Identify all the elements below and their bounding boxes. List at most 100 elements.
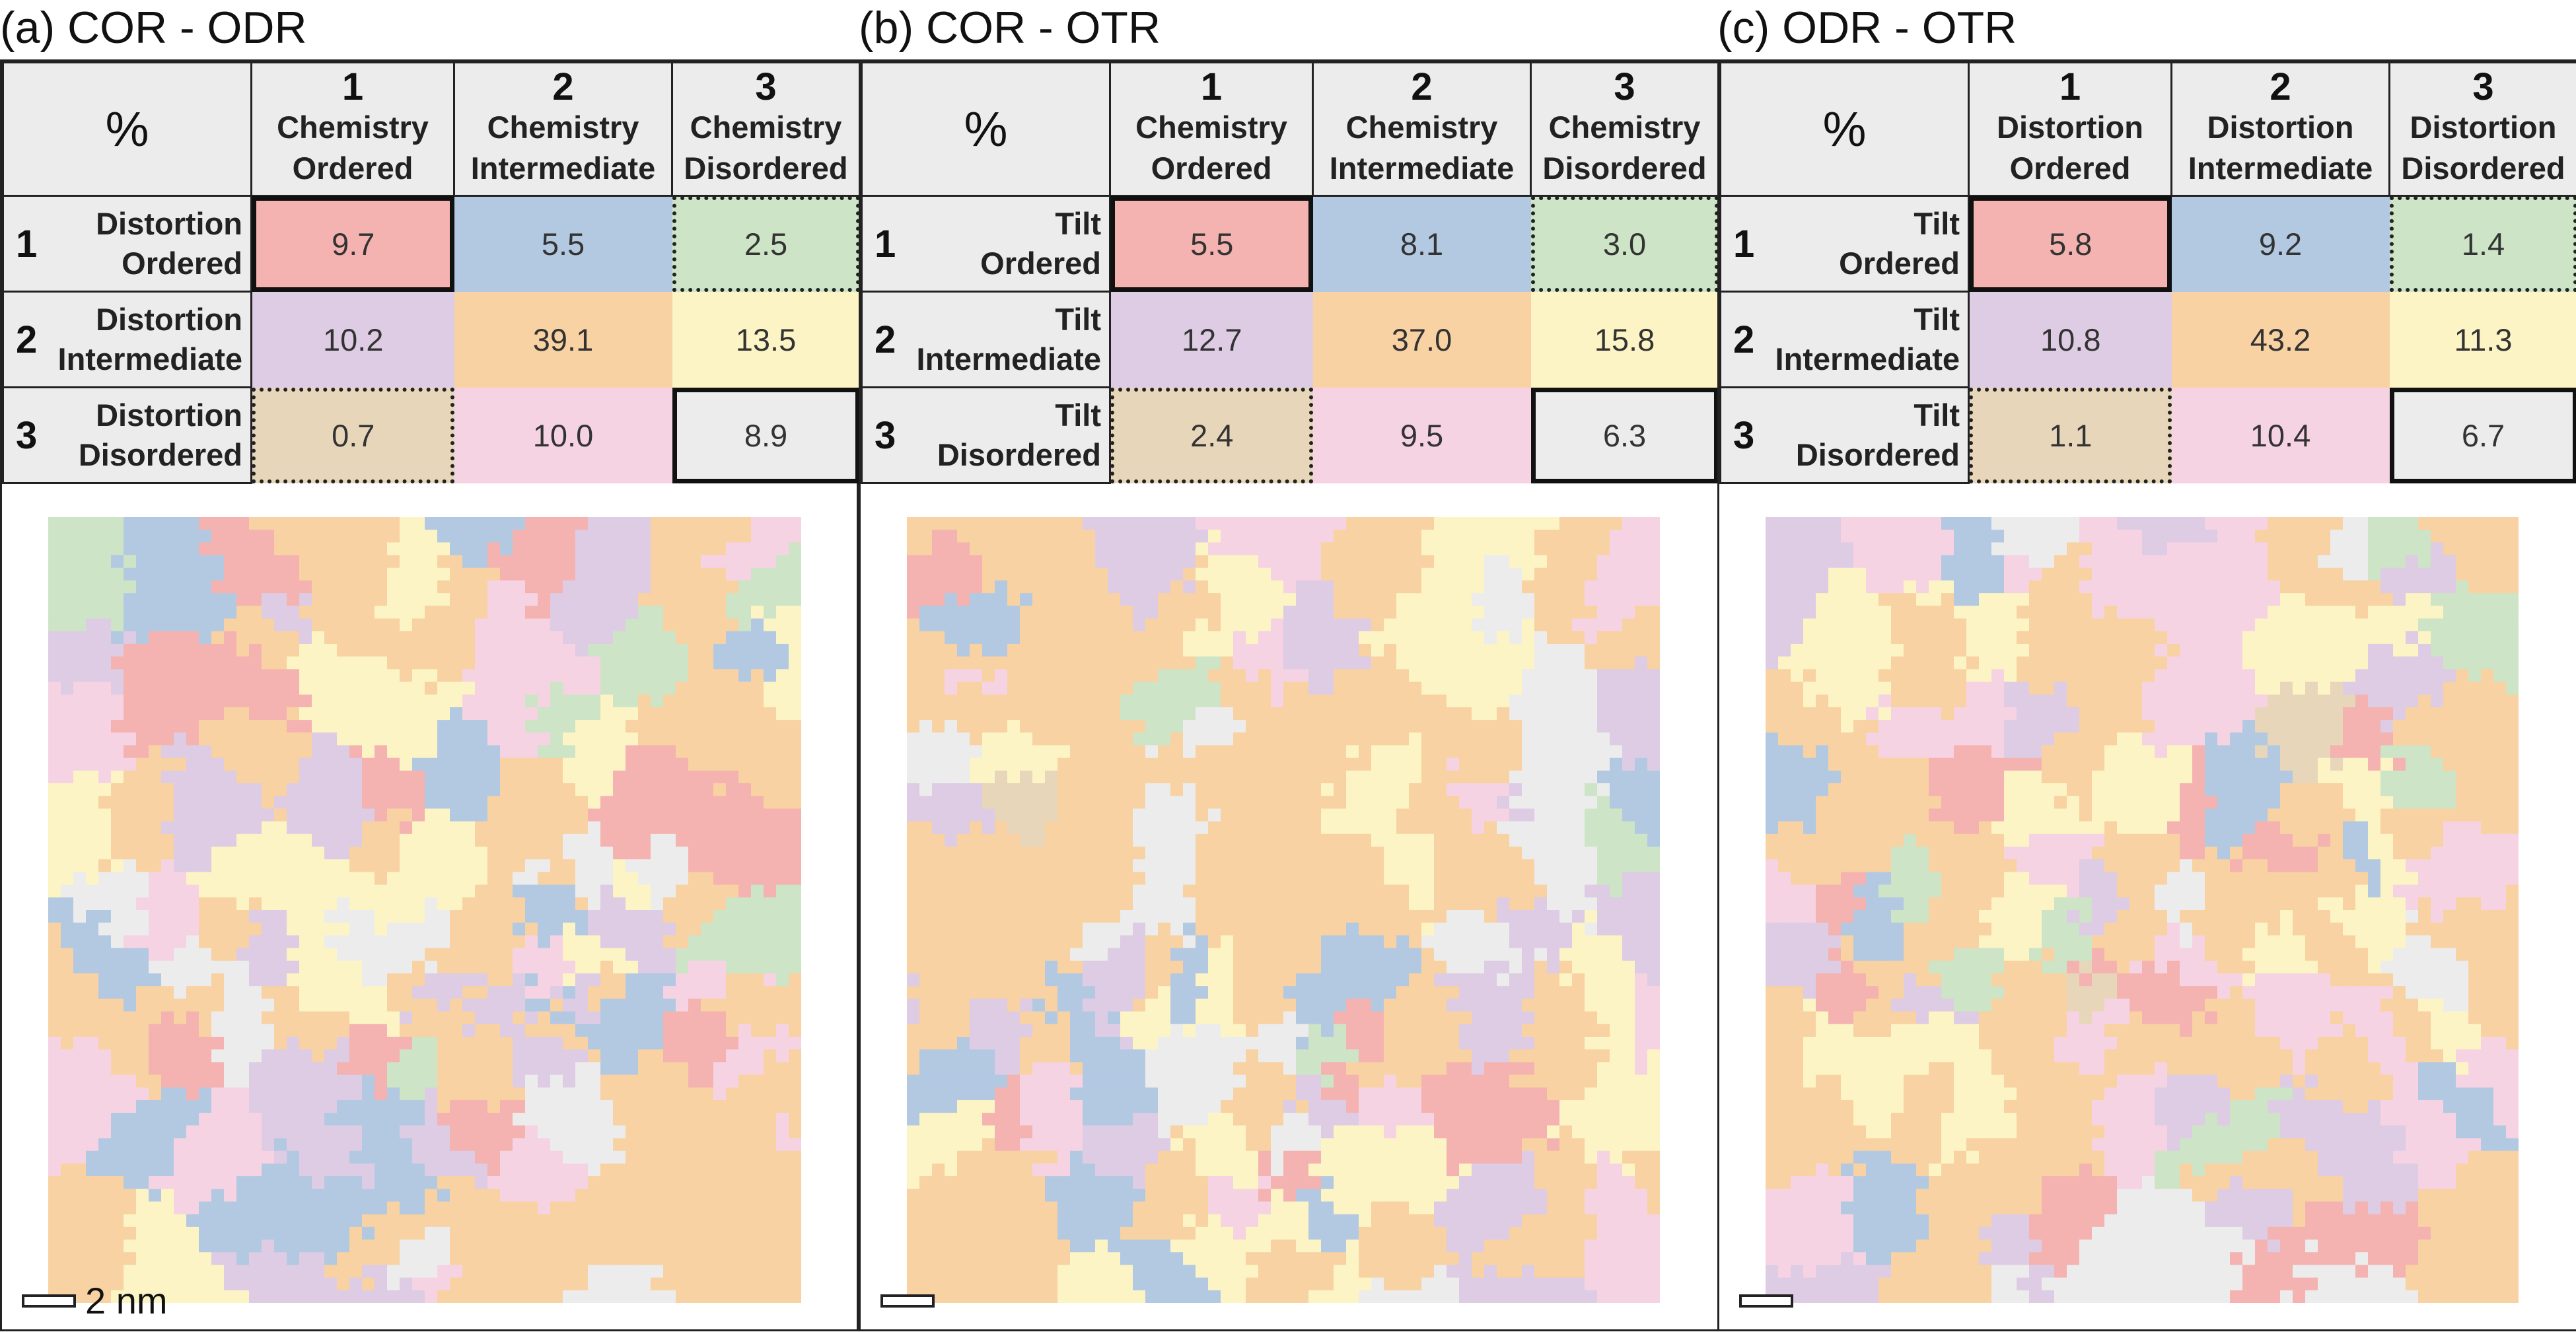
map-pixel: [487, 1138, 501, 1152]
map-pixel: [676, 1214, 689, 1228]
map-pixel: [651, 872, 664, 886]
map-pixel: [995, 517, 1008, 530]
map-pixel: [538, 656, 551, 670]
map-pixel: [688, 872, 701, 886]
map-pixel: [450, 1036, 463, 1050]
map-pixel: [550, 694, 563, 708]
map-pixel: [1120, 542, 1133, 556]
map-pixel: [600, 897, 614, 911]
map-pixel: [688, 682, 701, 695]
row-header-line2: Ordered: [980, 246, 1101, 281]
map-pixel: [1610, 542, 1623, 556]
map-pixel: [1534, 618, 1548, 632]
map-pixel: [312, 935, 325, 949]
map-pixel: [412, 1062, 425, 1076]
map-pixel: [701, 643, 714, 657]
map-pixel: [1484, 606, 1497, 619]
map-pixel: [73, 694, 87, 708]
map-pixel: [1283, 707, 1297, 720]
map-pixel: [61, 872, 74, 886]
map-pixel: [550, 732, 563, 746]
map-pixel: [400, 1226, 413, 1240]
map-pixel: [500, 1087, 513, 1101]
map-pixel: [61, 732, 74, 746]
map-pixel: [73, 973, 87, 987]
map-pixel: [726, 1074, 739, 1088]
map-pixel: [400, 643, 413, 657]
map-pixel: [61, 1100, 74, 1113]
map-pixel: [500, 948, 513, 962]
map-pixel: [1509, 694, 1522, 708]
map-pixel: [262, 606, 275, 619]
map-pixel: [412, 542, 425, 556]
map-pixel: [299, 1036, 312, 1050]
map-pixel: [1421, 580, 1435, 594]
map-pixel: [550, 1277, 563, 1291]
map-pixel: [676, 1252, 689, 1266]
map-pixel: [1283, 606, 1297, 619]
matrix-cell: 15.8: [1530, 291, 1719, 388]
map-pixel: [450, 923, 463, 936]
map-pixel: [776, 1163, 789, 1177]
map-pixel: [789, 1163, 801, 1177]
map-pixel: [274, 631, 287, 645]
map-pixel: [1610, 618, 1623, 632]
map-pixel: [1145, 593, 1159, 606]
map-pixel: [613, 821, 626, 835]
map-pixel: [437, 682, 450, 695]
map-pixel: [337, 1074, 350, 1088]
map-pixel: [387, 935, 400, 949]
map-pixel: [375, 796, 388, 810]
map-pixel: [789, 1100, 801, 1113]
map-pixel: [400, 631, 413, 645]
map-pixel: [525, 1074, 538, 1088]
map-pixel: [48, 986, 61, 999]
map-pixel: [638, 884, 651, 898]
map-pixel: [299, 606, 312, 619]
map-pixel: [186, 606, 199, 619]
map-pixel: [626, 1125, 639, 1139]
map-pixel: [1095, 757, 1108, 771]
map-pixel: [211, 555, 225, 569]
map-pixel: [186, 1062, 199, 1076]
map-pixel: [513, 796, 526, 810]
map-pixel: [98, 694, 112, 708]
map-pixel: [211, 1113, 225, 1126]
map-pixel: [249, 1189, 262, 1203]
map-pixel: [387, 530, 400, 543]
map-pixel: [186, 833, 199, 847]
map-pixel: [337, 1011, 350, 1025]
map-pixel: [312, 897, 325, 911]
map-pixel: [375, 656, 388, 670]
map-pixel: [375, 986, 388, 999]
map-pixel: [136, 986, 149, 999]
map-pixel: [475, 745, 488, 759]
map-pixel: [1497, 757, 1510, 771]
map-pixel: [1158, 631, 1171, 645]
map-pixel: [98, 1189, 112, 1203]
map-pixel: [61, 542, 74, 556]
map-pixel: [186, 935, 199, 949]
map-pixel: [789, 682, 801, 695]
map-pixel: [136, 1240, 149, 1253]
map-pixel: [713, 606, 727, 619]
map-pixel: [1145, 707, 1159, 720]
map-pixel: [1020, 530, 1033, 543]
map-pixel: [462, 1113, 476, 1126]
map-pixel: [437, 643, 450, 657]
map-pixel: [1208, 530, 1221, 543]
map-pixel: [61, 796, 74, 810]
map-pixel: [1585, 656, 1598, 670]
map-pixel: [337, 796, 350, 810]
map-pixel: [1007, 580, 1020, 594]
map-pixel: [701, 1100, 714, 1113]
map-pixel: [299, 872, 312, 886]
map-pixel: [136, 1201, 149, 1215]
map-pixel: [626, 935, 639, 949]
map-pixel: [776, 631, 789, 645]
map-pixel: [199, 1036, 212, 1050]
map-pixel: [362, 606, 375, 619]
map-pixel: [211, 669, 225, 683]
map-pixel: [1534, 720, 1548, 733]
map-pixel: [387, 606, 400, 619]
